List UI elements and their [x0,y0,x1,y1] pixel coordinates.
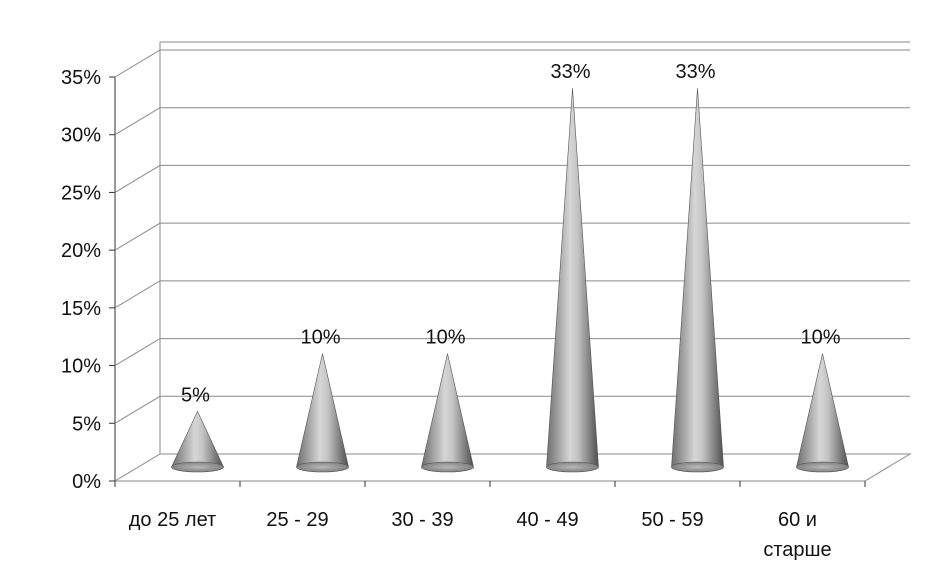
grid-line [114,164,910,193]
data-label: 5% [181,384,210,406]
y-tick-label: 10% [61,356,101,378]
grid-lines [114,49,910,424]
cone-series [171,88,849,473]
data-label: 33% [675,61,715,83]
cone-body [671,88,724,468]
data-label: 33% [550,61,590,83]
category-label: 60 и старше [763,509,831,561]
category-label: 25 - 29 [266,509,328,531]
category-label: 30 - 39 [391,509,453,531]
category-labels: до 25 лет 25 - 29 30 - 39 40 - 49 50 - 59 60 … [114,481,866,561]
cone-bar [796,353,849,473]
grid-line [114,395,910,424]
cone-body [296,353,349,468]
cone-bar [421,353,474,473]
cone-body [171,410,224,468]
cone-bar [546,88,599,473]
y-tick-label: 5% [72,413,101,435]
y-tick-label: 30% [61,125,101,147]
cone-base [421,461,474,473]
y-axis-ticks: 0% 5% 10% 15% 20% 25% 30% 35% [61,67,115,493]
grid-line [114,107,910,136]
cone-bar [671,88,724,473]
cone-body [796,353,849,468]
cone-body [546,88,599,468]
y-tick-label: 35% [61,67,101,89]
cone-body [421,353,474,468]
cone-bar [171,410,224,473]
y-tick-label: 0% [72,471,101,493]
grid-line [114,222,910,251]
cone-base [796,461,849,473]
category-label: 50 - 59 [641,509,703,531]
chart-floor [113,453,912,482]
cone-base [546,461,599,473]
category-label: 40 - 49 [516,509,578,531]
data-label: 10% [800,327,840,349]
grid-line [114,338,910,366]
grid-line [114,49,910,78]
cone-base [671,461,724,473]
category-label: до 25 лет [129,509,216,531]
y-tick-label: 20% [61,240,101,262]
data-labels: 5% 10% 10% 33% 33% 10% [181,61,841,406]
cone-bar [296,353,349,473]
y-tick-label: 25% [61,182,101,204]
cone-base [171,461,224,473]
data-label: 10% [425,327,465,349]
grid-line [114,280,910,309]
cone-base [296,461,349,473]
y-tick-label: 15% [61,298,101,320]
data-label: 10% [300,327,340,349]
